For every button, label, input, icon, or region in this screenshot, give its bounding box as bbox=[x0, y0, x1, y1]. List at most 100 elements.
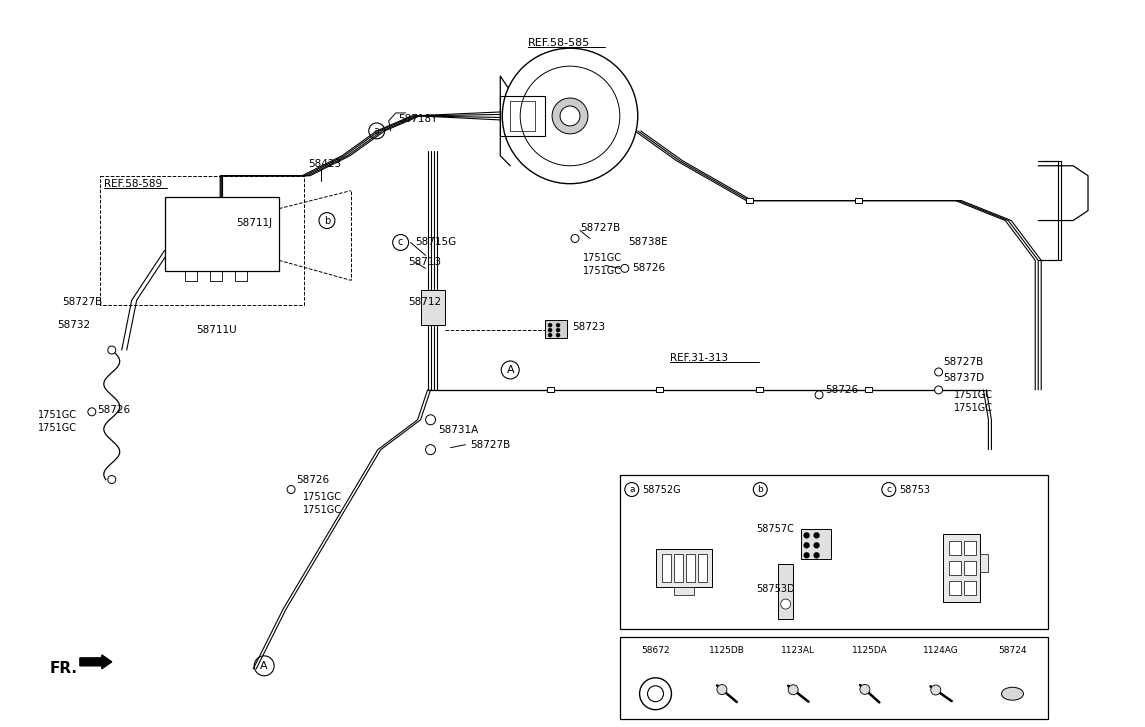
Circle shape bbox=[781, 599, 791, 609]
Text: 1751GC: 1751GC bbox=[583, 254, 622, 263]
Circle shape bbox=[814, 553, 820, 558]
Text: 1751GC: 1751GC bbox=[954, 403, 993, 413]
Bar bbox=[777, 564, 792, 619]
Text: 58723: 58723 bbox=[572, 322, 605, 332]
Text: 58757C: 58757C bbox=[757, 524, 795, 534]
Bar bbox=[545, 320, 567, 338]
Text: 58752G: 58752G bbox=[641, 484, 680, 494]
Text: 58712: 58712 bbox=[409, 297, 442, 308]
Bar bbox=[686, 554, 695, 582]
Text: 1751GC: 1751GC bbox=[303, 505, 342, 515]
Text: 58726: 58726 bbox=[632, 263, 665, 273]
Text: 1751GC: 1751GC bbox=[38, 423, 77, 433]
Circle shape bbox=[503, 48, 638, 184]
Bar bbox=[662, 554, 671, 582]
Bar bbox=[980, 554, 988, 572]
Text: 58718Y: 58718Y bbox=[398, 114, 439, 124]
FancyArrow shape bbox=[80, 655, 112, 669]
Bar bbox=[619, 637, 1048, 718]
Circle shape bbox=[640, 678, 671, 710]
Text: 58753: 58753 bbox=[899, 484, 930, 494]
Text: 1123AL: 1123AL bbox=[781, 646, 815, 656]
Bar bbox=[756, 387, 763, 393]
Bar bbox=[674, 554, 684, 582]
Text: 58711U: 58711U bbox=[197, 325, 237, 335]
Text: REF.58-585: REF.58-585 bbox=[528, 39, 591, 48]
Text: a: a bbox=[373, 126, 380, 136]
Ellipse shape bbox=[1002, 687, 1024, 700]
Bar bbox=[100, 176, 305, 305]
Circle shape bbox=[552, 98, 587, 134]
Circle shape bbox=[621, 265, 629, 273]
Text: c: c bbox=[398, 238, 403, 247]
Bar bbox=[546, 387, 553, 393]
Text: 1751GC: 1751GC bbox=[303, 492, 342, 502]
Text: FR.: FR. bbox=[50, 662, 78, 676]
Text: 1124AG: 1124AG bbox=[923, 646, 960, 656]
Bar bbox=[745, 198, 752, 203]
Bar bbox=[964, 561, 977, 575]
Bar bbox=[948, 542, 961, 555]
Bar bbox=[948, 581, 961, 595]
Circle shape bbox=[556, 328, 560, 332]
Circle shape bbox=[571, 235, 579, 243]
Circle shape bbox=[426, 415, 435, 425]
Text: 58726: 58726 bbox=[297, 475, 329, 485]
Text: 1125DA: 1125DA bbox=[852, 646, 887, 656]
Text: 58727B: 58727B bbox=[62, 297, 102, 308]
Text: 58713: 58713 bbox=[409, 257, 442, 268]
Circle shape bbox=[556, 333, 560, 337]
Bar bbox=[866, 387, 872, 393]
Circle shape bbox=[931, 685, 941, 695]
Text: 58753D: 58753D bbox=[757, 584, 795, 594]
Circle shape bbox=[804, 532, 810, 538]
Bar bbox=[942, 534, 980, 602]
Text: 58738E: 58738E bbox=[627, 238, 668, 247]
Bar bbox=[211, 271, 222, 281]
Circle shape bbox=[548, 328, 552, 332]
Text: 58737D: 58737D bbox=[943, 373, 985, 383]
Text: REF.31-313: REF.31-313 bbox=[670, 353, 728, 363]
Text: 58727B: 58727B bbox=[943, 357, 984, 367]
Text: A: A bbox=[260, 661, 268, 671]
Text: a: a bbox=[629, 485, 634, 494]
Circle shape bbox=[548, 333, 552, 337]
Text: 58672: 58672 bbox=[641, 646, 670, 656]
Circle shape bbox=[426, 445, 435, 454]
Bar bbox=[964, 542, 977, 555]
Text: 58726: 58726 bbox=[826, 385, 858, 395]
Bar bbox=[656, 550, 712, 587]
Text: 58726: 58726 bbox=[97, 405, 129, 415]
Circle shape bbox=[556, 324, 560, 327]
Circle shape bbox=[814, 532, 820, 538]
Circle shape bbox=[788, 685, 798, 695]
Circle shape bbox=[934, 386, 942, 394]
Bar bbox=[698, 554, 706, 582]
Circle shape bbox=[548, 324, 552, 327]
Bar bbox=[674, 587, 694, 595]
Circle shape bbox=[108, 346, 116, 354]
Text: c: c bbox=[886, 485, 891, 494]
Circle shape bbox=[804, 542, 810, 548]
Text: 58727B: 58727B bbox=[471, 440, 511, 450]
Circle shape bbox=[814, 542, 820, 548]
Circle shape bbox=[717, 685, 727, 694]
Bar bbox=[619, 475, 1048, 629]
Circle shape bbox=[815, 391, 823, 399]
Text: 58715G: 58715G bbox=[416, 238, 457, 247]
Text: 58731A: 58731A bbox=[439, 425, 479, 435]
Text: 1125DB: 1125DB bbox=[709, 646, 745, 656]
Bar bbox=[948, 561, 961, 575]
Text: 1751GC: 1751GC bbox=[38, 410, 77, 419]
Text: 58732: 58732 bbox=[57, 320, 90, 330]
Circle shape bbox=[648, 686, 663, 702]
Circle shape bbox=[108, 475, 116, 483]
Text: 1751GC: 1751GC bbox=[954, 390, 993, 400]
Text: REF.58-589: REF.58-589 bbox=[104, 179, 161, 189]
Circle shape bbox=[860, 684, 870, 694]
Bar bbox=[420, 290, 445, 325]
Bar bbox=[964, 581, 977, 595]
Text: 58727B: 58727B bbox=[581, 222, 621, 233]
Text: 58423: 58423 bbox=[308, 158, 341, 169]
Bar bbox=[656, 387, 663, 393]
